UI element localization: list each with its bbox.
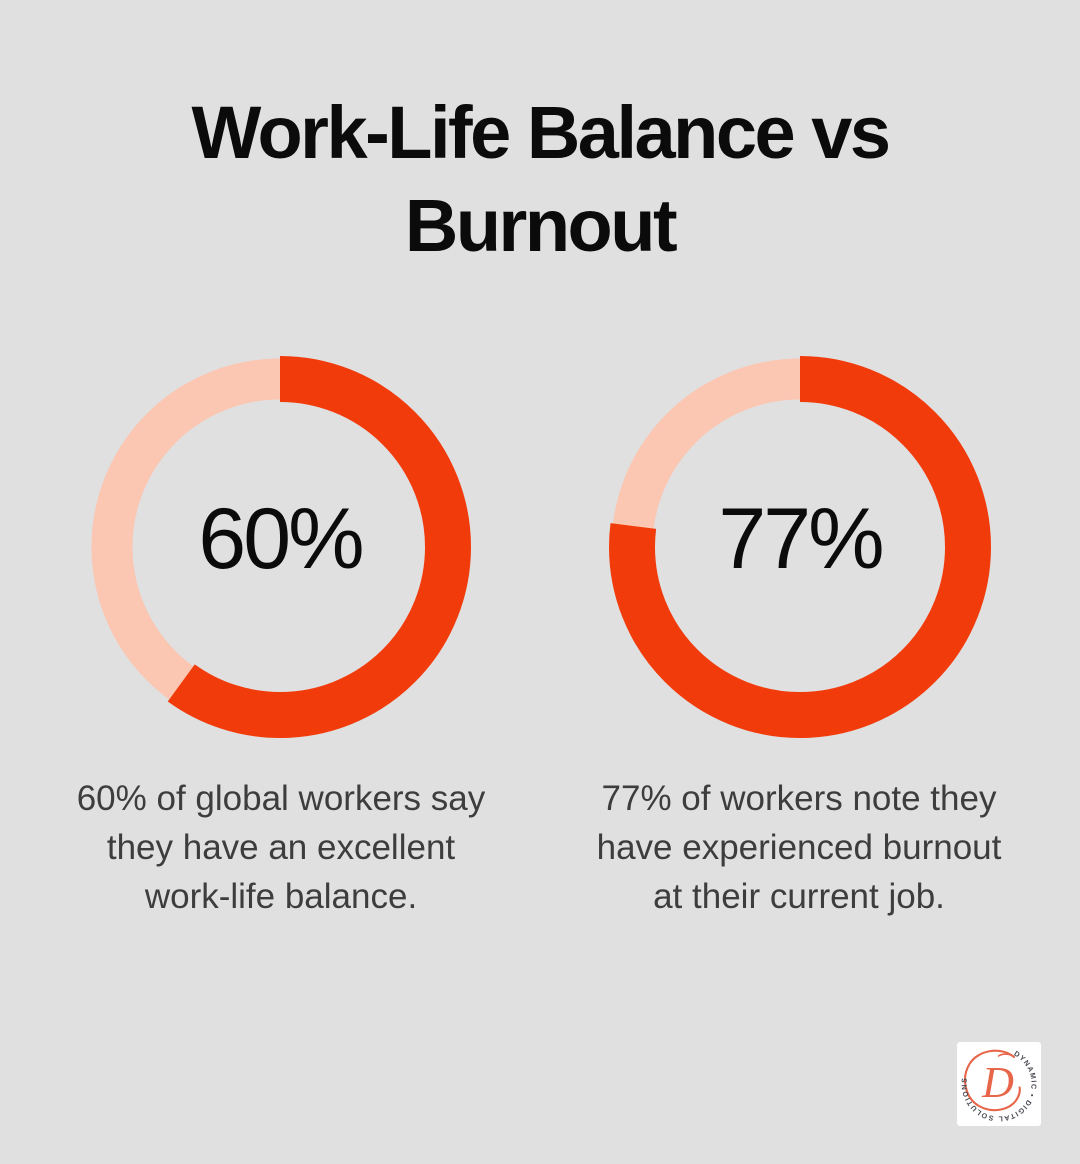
title-line-1: Work-Life Balance vs xyxy=(191,91,891,174)
company-logo: D DYNAMIC • DIGITAL SOLUTIONS xyxy=(957,1042,1041,1126)
donut-ring-svg xyxy=(89,356,471,738)
caption-line: have experienced burnout xyxy=(596,828,1002,867)
caption-burnout: 77% of workers note they have experience… xyxy=(549,774,1049,921)
page-title: Work-Life Balance vs Burnout xyxy=(0,86,1080,272)
caption-line: they have an excellent xyxy=(106,828,456,867)
donut-chart-work-life-balance: 60% xyxy=(84,351,476,743)
donut-value-arc xyxy=(89,356,471,738)
donut-ring-svg xyxy=(609,356,991,738)
caption-line: 77% of workers note they xyxy=(601,779,997,818)
caption-line: at their current job. xyxy=(653,877,945,916)
donut-chart-burnout: 77% xyxy=(604,351,996,743)
caption-line: work-life balance. xyxy=(144,877,418,916)
donut-value-arc xyxy=(609,356,991,738)
title-line-2: Burnout xyxy=(404,184,678,267)
logo-swirl-icon xyxy=(964,1049,1021,1112)
logo-monogram: D xyxy=(981,1058,1014,1107)
caption-line: 60% of global workers say xyxy=(76,779,486,818)
donut-center-label: 77% xyxy=(718,490,884,587)
donut-center-label: 60% xyxy=(198,490,364,587)
caption-work-life-balance: 60% of global workers say they have an e… xyxy=(31,774,531,921)
